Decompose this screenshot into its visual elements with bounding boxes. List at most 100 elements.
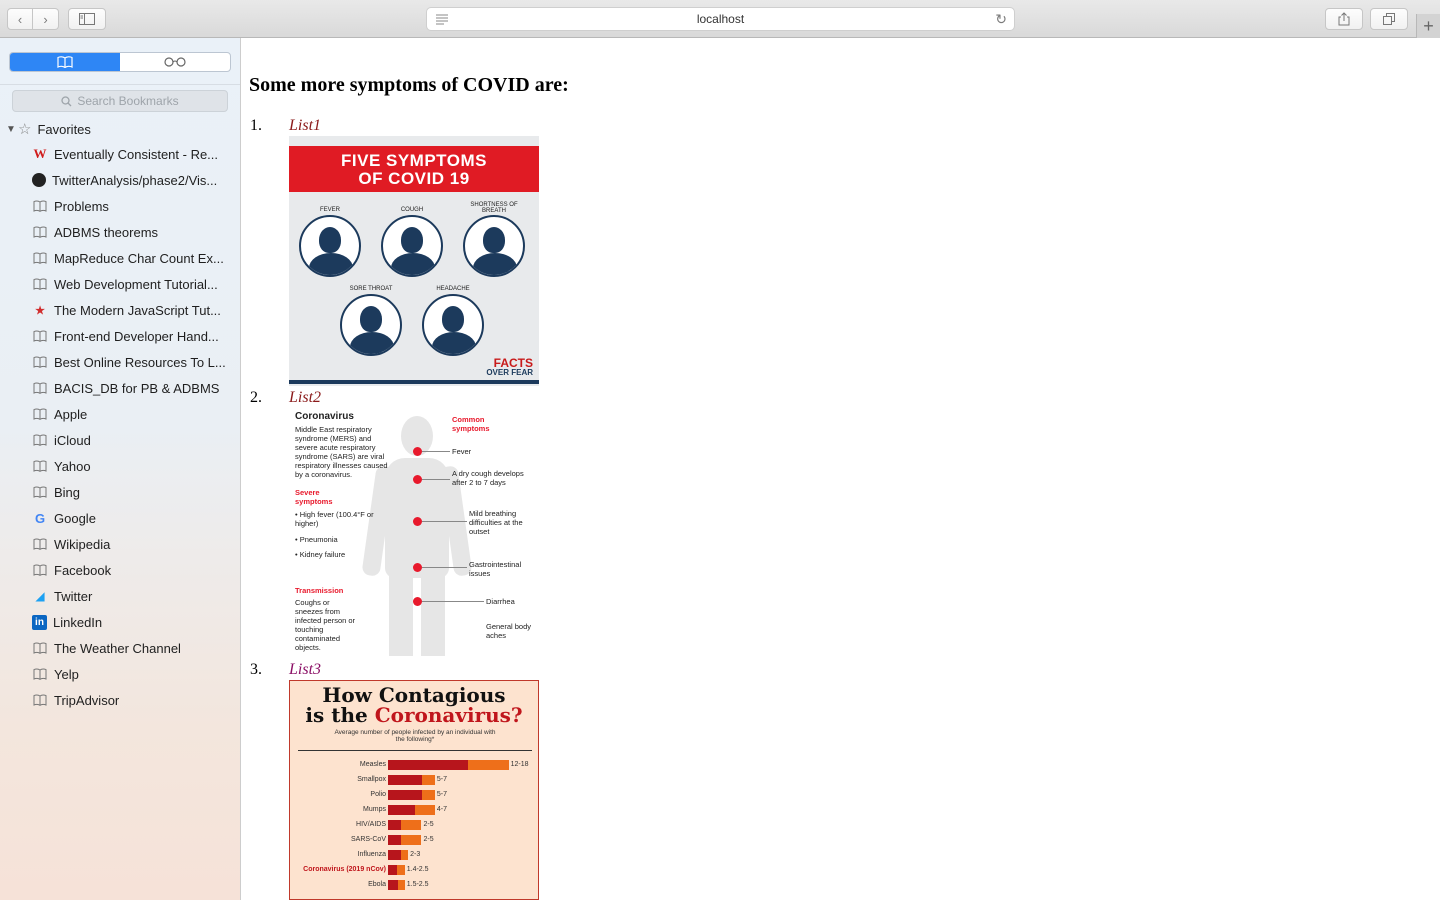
bookmark-label: Twitter <box>54 588 93 604</box>
pointer-line <box>422 521 467 522</box>
bookmark-item[interactable]: Apple <box>32 401 240 427</box>
address-bar[interactable]: localhost ↻ <box>426 7 1015 31</box>
bookmark-item[interactable]: ADBMS theorems <box>32 219 240 245</box>
bookmark-item[interactable]: iCloud <box>32 427 240 453</box>
bar-value-label: 4-7 <box>436 806 448 813</box>
bar-value-label: 2-3 <box>410 851 421 858</box>
bar-row: Mumps 4-7 <box>290 804 538 816</box>
symptom-caption: HEADACHE <box>436 286 470 292</box>
bookmark-item[interactable]: ◢ Twitter <box>32 583 240 609</box>
bookmark-label: Front-end Developer Hand... <box>54 328 219 344</box>
category-label: Influenza <box>357 851 386 858</box>
sidebar-toggle-button[interactable] <box>68 8 106 30</box>
reader-view-icon[interactable] <box>435 13 449 25</box>
favorites-folder[interactable]: ▼ ☆ Favorites <box>6 120 91 138</box>
list1-link[interactable]: List1 <box>289 117 322 134</box>
banner-line-2: OF COVID 19 <box>358 169 470 188</box>
share-button[interactable] <box>1325 8 1363 30</box>
bar-low-segment <box>388 835 402 845</box>
tab-overview-button[interactable] <box>1370 8 1408 30</box>
bar-high-segment <box>397 865 405 875</box>
bookmark-label: Web Development Tutorial... <box>54 276 218 292</box>
five-symptoms-infographic: FIVE SYMPTOMS OF COVID 19 FEVER COUGH SH… <box>289 136 539 386</box>
bookmark-item[interactable]: Bing <box>32 479 240 505</box>
disclosure-triangle-icon[interactable]: ▼ <box>6 123 16 135</box>
bookmark-label: MapReduce Char Count Ex... <box>54 250 224 266</box>
bookmark-item[interactable]: BACIS_DB for PB & ADBMS <box>32 375 240 401</box>
bar-area: Measles 12-18 Smallpox 5-7 Polio 5-7 Mumps 4-7 H… <box>290 759 538 899</box>
bar-high-segment <box>414 805 435 815</box>
infographic-title: Coronavirus <box>295 411 354 422</box>
chart-title-line-1: How Contagious <box>322 683 506 707</box>
list-number: 1. <box>250 117 262 134</box>
bookmark-item[interactable]: Best Online Resources To L... <box>32 349 240 375</box>
linkedin-icon: in <box>32 614 47 630</box>
category-label: HIV/AIDS <box>356 821 386 828</box>
bar-row: Influenza 2-3 <box>290 849 538 861</box>
severe-heading: Severe symptoms <box>295 488 333 506</box>
transmission-text: Coughs or sneezes from infected person o… <box>295 598 356 652</box>
bar-high-segment <box>401 820 422 830</box>
bookmark-item[interactable]: TripAdvisor <box>32 687 240 713</box>
list2-link[interactable]: List2 <box>289 389 322 406</box>
common-symptom: Mild breathing difficulties at the outse… <box>469 509 523 536</box>
list-item: 3. List3 How Contagious is the Coronavir… <box>250 661 539 900</box>
list-item: 1. List1 FIVE SYMPTOMS OF COVID 19 FEVER… <box>250 117 539 386</box>
bookmark-icon <box>32 432 48 448</box>
common-symptom: Fever <box>452 447 472 456</box>
bookmark-item[interactable]: MapReduce Char Count Ex... <box>32 245 240 271</box>
bar-value-label: 1.4-2.5 <box>406 866 429 873</box>
list3-link[interactable]: List3 <box>289 661 322 678</box>
symptom-image-list: 1. List1 FIVE SYMPTOMS OF COVID 19 FEVER… <box>250 117 539 900</box>
bar-row: Polio 5-7 <box>290 789 538 801</box>
bookmark-item[interactable]: Problems <box>32 193 240 219</box>
shortness-of-breath-pictogram <box>463 215 525 277</box>
bookmark-item[interactable]: W Eventually Consistent - Re... <box>32 141 240 167</box>
bookmark-item[interactable]: Wikipedia <box>32 531 240 557</box>
search-bookmarks-input[interactable]: Search Bookmarks <box>12 90 228 112</box>
chart-title-line-2: is the Coronavirus? <box>305 703 523 727</box>
bookmark-icon <box>32 380 48 396</box>
bookmarks-tab[interactable] <box>10 53 120 71</box>
reading-list-tab[interactable] <box>120 53 230 71</box>
category-label: Measles <box>359 761 386 768</box>
bar-high-segment <box>401 835 422 845</box>
bookmark-item[interactable]: Web Development Tutorial... <box>32 271 240 297</box>
infographic-banner: FIVE SYMPTOMS OF COVID 19 <box>289 146 539 192</box>
forward-button[interactable]: › <box>33 8 59 30</box>
bookmark-label: iCloud <box>54 432 91 448</box>
bookmark-item[interactable]: G Google <box>32 505 240 531</box>
bookmark-item[interactable]: Yahoo <box>32 453 240 479</box>
bookmark-item[interactable]: ★ The Modern JavaScript Tut... <box>32 297 240 323</box>
bookmark-item[interactable]: Front-end Developer Hand... <box>32 323 240 349</box>
severe-item: • Pneumonia <box>295 535 338 544</box>
bookmark-item[interactable]: Yelp <box>32 661 240 687</box>
page-heading: Some more symptoms of COVID are: <box>249 74 569 96</box>
bookmark-item[interactable]: The Weather Channel <box>32 635 240 661</box>
bar-row: HIV/AIDS 2-5 <box>290 819 538 831</box>
bookmark-icon <box>32 406 48 422</box>
sidebar-segmented-control <box>9 52 231 72</box>
bookmark-icon <box>32 224 48 240</box>
bookmark-item[interactable]: in LinkedIn <box>32 609 240 635</box>
bookmark-label: Wikipedia <box>54 536 111 552</box>
book-icon <box>57 56 73 68</box>
new-tab-button[interactable]: + <box>1416 14 1440 38</box>
reload-icon[interactable]: ↻ <box>995 11 1007 27</box>
bar-value-label: 2-5 <box>423 821 434 828</box>
logo-line-1: FACTS <box>493 356 533 370</box>
bookmark-item[interactable]: Facebook <box>32 557 240 583</box>
symptom-marker <box>413 475 422 484</box>
bookmark-item[interactable]: TwitterAnalysis/phase2/Vis... <box>32 167 240 193</box>
bar-low-segment <box>388 850 402 860</box>
bar-low-segment <box>388 820 402 830</box>
pointer-line <box>422 567 467 568</box>
bar-low-segment <box>388 805 415 815</box>
tabs-icon <box>1383 13 1395 25</box>
bar-value-label: 12-18 <box>510 761 529 768</box>
bookmark-icon <box>32 276 48 292</box>
bar-high-segment <box>401 850 409 860</box>
back-button[interactable]: ‹ <box>7 8 33 30</box>
search-icon <box>61 95 72 106</box>
bar-row: Coronavirus (2019 nCov) 1.4-2.5 <box>290 864 538 876</box>
